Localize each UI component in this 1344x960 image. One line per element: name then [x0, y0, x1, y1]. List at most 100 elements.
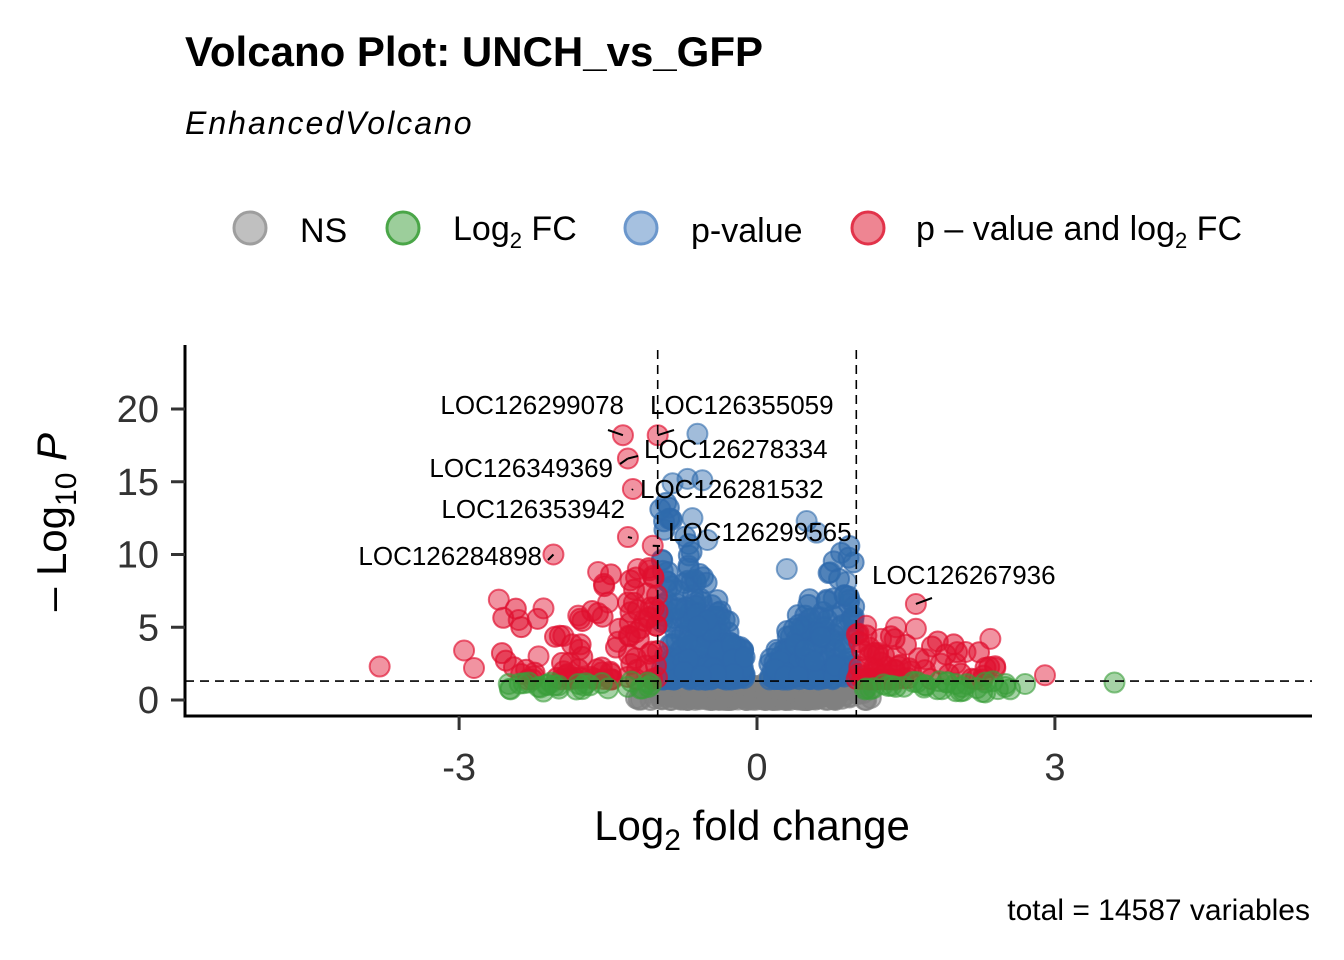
significant-point	[904, 617, 927, 640]
ns-point	[754, 688, 777, 711]
fc-point	[1014, 672, 1037, 695]
legend-fc-icon	[385, 210, 421, 246]
label-connector	[627, 455, 639, 460]
fc-point	[1103, 671, 1126, 694]
legend-p-label: p-value	[691, 212, 803, 250]
pvalue-point	[733, 646, 756, 669]
legend-fc-label: Log2 FC	[453, 210, 577, 253]
fc-point	[527, 675, 550, 698]
significant-point	[453, 639, 476, 662]
ns-point	[775, 688, 798, 711]
fc-point	[862, 677, 885, 700]
significant-point	[914, 648, 937, 671]
significant-point	[462, 656, 485, 679]
significant-point	[606, 630, 629, 653]
significant-point	[637, 557, 660, 580]
label-connector	[607, 429, 624, 437]
y-tick-label: 15	[117, 462, 159, 504]
pvalue-point	[695, 571, 718, 594]
fc-point	[535, 674, 558, 697]
gene-label: LOC126353942	[441, 494, 625, 524]
caption: total = 14587 variables	[1007, 894, 1310, 927]
pvalue-point	[691, 469, 714, 492]
pvalue-point	[664, 598, 687, 621]
fc-point	[616, 675, 639, 698]
significant-point	[507, 608, 530, 631]
fc-point	[885, 675, 908, 698]
gene-label: LOC126281532	[640, 474, 824, 504]
chart-subtitle: EnhancedVolcano	[185, 105, 474, 141]
legend-both-icon	[850, 210, 886, 246]
legend-both-label: p – value and log2 FC	[916, 210, 1242, 253]
pvalue-point	[835, 571, 858, 594]
y-tick-label: 20	[117, 389, 159, 431]
significant-point	[368, 655, 391, 678]
pvalue-point	[687, 615, 710, 638]
x-tick-label: 0	[746, 747, 767, 789]
label-connector	[915, 597, 933, 605]
pvalue-point	[805, 521, 828, 544]
significant-point	[645, 614, 668, 637]
ns-point	[735, 687, 758, 710]
legend: NS Log2 FC p-value p – value and log2 FC	[232, 210, 1242, 253]
gene-label: LOC126349369	[429, 453, 613, 483]
significant-point	[979, 627, 1002, 650]
gene-label: LOC126299565	[668, 517, 852, 547]
significant-point	[527, 645, 550, 668]
y-axis-title: – Log10 P	[28, 433, 83, 611]
axes: 0 5 10 15 20 -3 0 3	[117, 345, 1312, 789]
x-axis-title: Log2 fold change	[594, 802, 910, 857]
pvalue-point	[696, 528, 719, 551]
pvalue-point	[843, 595, 866, 618]
pvalue-point	[775, 558, 798, 581]
significant-point	[626, 598, 649, 621]
significant-point	[870, 627, 893, 650]
significant-point	[551, 651, 574, 674]
label-connector	[619, 457, 629, 465]
significant-point	[624, 647, 647, 670]
legend-p-icon	[623, 210, 659, 246]
pvalue-point	[686, 422, 709, 445]
gene-label: LOC126284898	[358, 541, 542, 571]
significant-point	[623, 578, 646, 601]
gene-label: LOC126355059	[650, 390, 834, 420]
fc-point	[547, 674, 570, 697]
label-connector	[547, 553, 555, 561]
pvalue-point	[690, 664, 713, 687]
ns-point	[685, 687, 708, 710]
y-tick-label: 10	[117, 535, 159, 577]
label-connector	[627, 536, 633, 539]
fc-point	[636, 671, 659, 694]
label-connector	[631, 488, 634, 491]
significant-point	[487, 588, 510, 611]
significant-point	[626, 558, 649, 581]
y-tick-label: 0	[138, 680, 159, 722]
pvalue-point	[677, 557, 700, 580]
pvalue-point	[815, 590, 838, 613]
significant-point	[552, 624, 575, 647]
significant-point	[567, 604, 590, 627]
chart-title: Volcano Plot: UNCH_vs_GFP	[185, 28, 763, 75]
label-connector	[657, 429, 675, 437]
fc-point	[955, 673, 978, 696]
pvalue-point	[649, 498, 672, 521]
fc-point	[944, 672, 967, 695]
pvalue-point	[797, 593, 820, 616]
pvalue-point	[803, 650, 826, 673]
pvalue-point	[787, 665, 810, 688]
x-tick-label: -3	[442, 747, 476, 789]
pvalue-point	[661, 472, 684, 495]
fc-point	[974, 671, 997, 694]
significant-point	[597, 591, 620, 614]
legend-ns-label: NS	[300, 212, 347, 250]
pvalue-point	[681, 507, 704, 530]
fc-point	[497, 672, 520, 695]
gene-label: LOC126299078	[440, 390, 624, 420]
pvalue-point	[810, 625, 833, 648]
fc-point	[567, 672, 590, 695]
significant-point	[544, 625, 567, 648]
significant-point	[1033, 664, 1056, 687]
fc-point	[914, 674, 937, 697]
x-tick-label: 3	[1044, 747, 1065, 789]
